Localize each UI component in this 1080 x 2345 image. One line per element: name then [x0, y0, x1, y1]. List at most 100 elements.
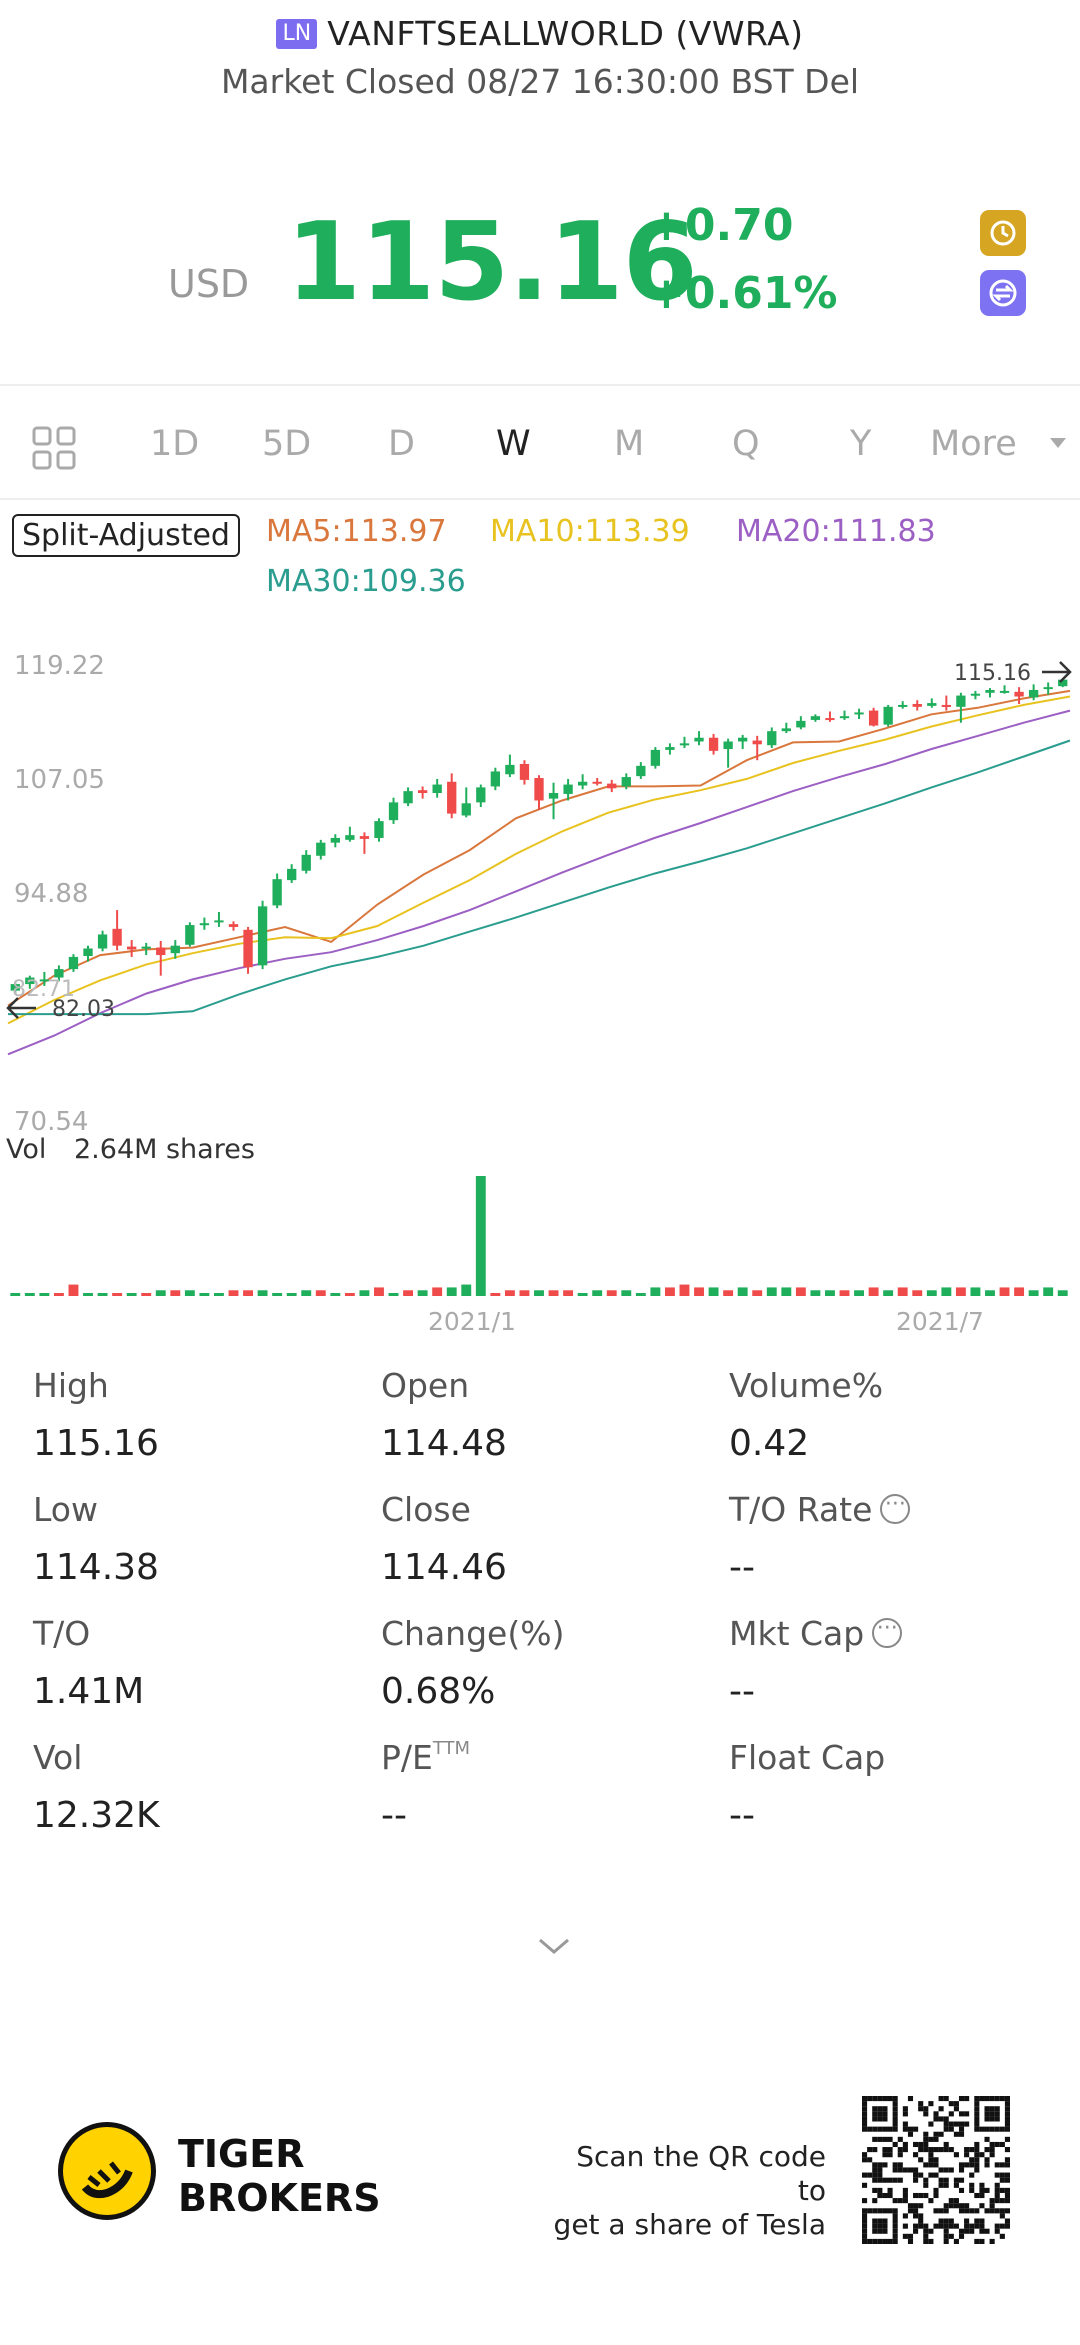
- ma30-label: MA30:109.36: [266, 564, 466, 599]
- stat-label: Float Cap: [729, 1738, 886, 1777]
- volume-bar: [868, 1287, 879, 1296]
- arrow-left-icon: [6, 997, 36, 1019]
- candle-body: [490, 771, 501, 787]
- stat-value: 0.42: [729, 1423, 810, 1464]
- volume-bar: [766, 1287, 777, 1296]
- stat-turnover-rate: T/O Rate ··· --: [729, 1490, 911, 1588]
- tab-5d[interactable]: 5D: [262, 424, 312, 464]
- volume-bar: [635, 1293, 646, 1296]
- stock-title: VANFTSEALLWORLD (VWRA): [327, 14, 804, 53]
- stat-close: Close 114.46: [381, 1490, 507, 1588]
- volume-bar: [155, 1290, 166, 1296]
- price-chart[interactable]: 119.22 107.05 94.88 70.54 115.16 82.71 82.03 Vo…: [0, 620, 1080, 1340]
- tab-w[interactable]: W: [496, 424, 531, 464]
- stat-label-text: P/E: [381, 1738, 433, 1777]
- candle-body: [883, 706, 893, 725]
- stat-label-superscript: TTM: [432, 1738, 471, 1759]
- more-info-icon[interactable]: ···: [880, 1493, 911, 1524]
- candle-body: [83, 948, 93, 956]
- tab-m[interactable]: M: [614, 424, 645, 464]
- volume-bar: [839, 1290, 850, 1296]
- candle-body: [854, 712, 864, 715]
- volume-bar: [53, 1293, 64, 1296]
- tab-d[interactable]: D: [388, 424, 415, 464]
- split-adjusted-button[interactable]: Split-Adjusted: [12, 514, 240, 557]
- candle-body: [1014, 691, 1024, 697]
- candle-body: [127, 946, 137, 950]
- candle-body: [825, 718, 835, 721]
- candle-body: [39, 979, 50, 982]
- volume-bar: [1028, 1290, 1039, 1296]
- history-icon[interactable]: [980, 210, 1026, 256]
- stat-label: Low: [33, 1490, 98, 1529]
- candle-body: [170, 945, 180, 954]
- stat-label: T/O: [33, 1614, 91, 1653]
- candle-body: [68, 956, 79, 970]
- volume-bar: [403, 1290, 414, 1296]
- price-axis-tick: 70.54: [14, 1107, 88, 1137]
- volume-bar: [985, 1290, 995, 1296]
- volume-bar: [112, 1293, 123, 1296]
- volume-bar: [664, 1287, 675, 1296]
- volume-bar: [534, 1290, 544, 1296]
- volume-bar: [68, 1284, 79, 1296]
- candle-body: [665, 747, 675, 750]
- candle-body: [956, 695, 966, 707]
- volume-bar: [708, 1287, 719, 1296]
- qr-code: [862, 2096, 1010, 2244]
- candle-body: [112, 928, 122, 946]
- candle-body: [345, 835, 355, 840]
- candle-body: [476, 787, 486, 803]
- volume-bar: [912, 1290, 923, 1296]
- tab-more[interactable]: More: [930, 424, 1017, 464]
- price-change: +0.70: [648, 200, 794, 251]
- exchange-badge: LN: [276, 18, 318, 49]
- low-price-label: 82.03: [52, 997, 115, 1022]
- candle-body: [301, 854, 311, 871]
- volume-bar: [199, 1293, 210, 1296]
- candle-body: [723, 741, 733, 749]
- candle-body: [1043, 687, 1053, 690]
- candle-body: [941, 704, 951, 707]
- more-info-icon[interactable]: ···: [872, 1617, 903, 1648]
- ma-line-ma30: [8, 739, 1071, 1016]
- volume-bar: [621, 1290, 632, 1296]
- stat-value: 114.46: [381, 1547, 507, 1588]
- stat-value: --: [729, 1795, 755, 1836]
- volume-bar: [970, 1287, 981, 1296]
- tab-q[interactable]: Q: [732, 424, 760, 464]
- candle-body: [679, 743, 690, 746]
- tab-y[interactable]: Y: [850, 424, 872, 464]
- period-tabs: 1D 5D D W M Q Y More: [0, 384, 1080, 500]
- volume-bar: [504, 1290, 515, 1296]
- chevron-down-icon[interactable]: [1050, 438, 1066, 448]
- candle-body: [927, 703, 937, 706]
- volume-bar: [795, 1287, 806, 1296]
- switch-icon[interactable]: [980, 270, 1026, 316]
- candle-body: [199, 923, 210, 926]
- candle-body: [1028, 689, 1039, 698]
- volume-bar: [737, 1287, 748, 1296]
- stat-vol: Vol 12.32K: [33, 1738, 160, 1836]
- brand-line-1: TIGER: [178, 2132, 305, 2176]
- chevron-down-icon[interactable]: [536, 1934, 572, 1958]
- volume-bar: [723, 1290, 734, 1296]
- candle-body: [781, 728, 791, 732]
- tab-1d[interactable]: 1D: [150, 424, 200, 464]
- volume-bar: [1014, 1287, 1025, 1296]
- candle-body: [636, 765, 646, 777]
- grid-layout-icon[interactable]: [32, 426, 76, 470]
- partial-price-label: 82.71: [12, 977, 75, 1002]
- stat-market-cap: Mkt Cap ··· --: [729, 1614, 903, 1712]
- stat-label: T/O Rate ···: [729, 1490, 911, 1529]
- volume-bar: [213, 1293, 224, 1296]
- volume-bar: [359, 1290, 370, 1296]
- volume-bar: [388, 1293, 399, 1296]
- candle-body: [898, 704, 908, 707]
- candle-body: [243, 929, 253, 968]
- volume-bar: [548, 1290, 559, 1296]
- candle-body: [403, 791, 413, 804]
- x-axis-tick: 2021/7: [896, 1307, 984, 1336]
- candle-body: [694, 737, 704, 742]
